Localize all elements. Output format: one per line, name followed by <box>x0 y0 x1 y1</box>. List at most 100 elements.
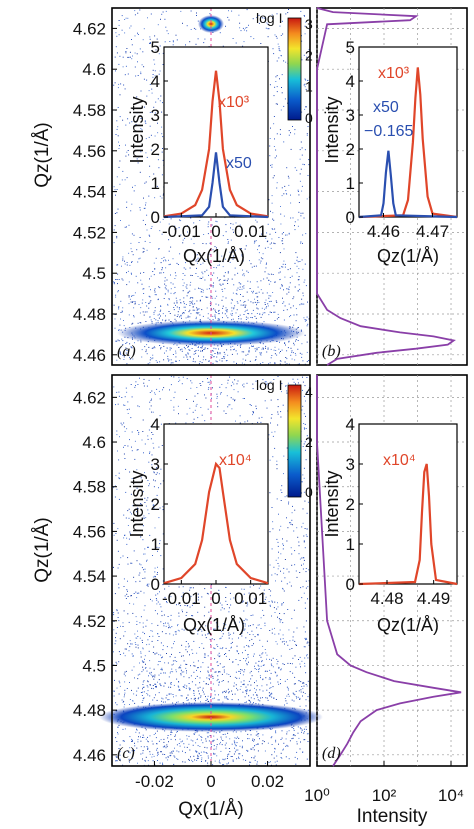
heatmap-pixel <box>137 405 139 407</box>
heatmap-pixel <box>282 638 284 640</box>
heatmap-pixel <box>226 309 228 311</box>
heatmap-pixel <box>301 303 303 305</box>
heatmap-pixel <box>293 734 295 736</box>
heatmap-pixel <box>301 190 303 192</box>
heatmap-pixel <box>305 568 307 569</box>
heatmap-pixel <box>172 283 174 285</box>
heatmap-pixel <box>172 354 174 355</box>
heatmap-pixel <box>140 536 142 538</box>
heatmap-pixel <box>300 10 302 12</box>
heatmap-pixel <box>137 149 139 151</box>
heatmap-pixel <box>241 669 243 671</box>
heatmap-pixel <box>288 503 289 505</box>
heatmap-pixel <box>132 55 133 57</box>
heatmap-pixel <box>302 381 304 383</box>
heatmap-pixel <box>210 587 212 589</box>
heatmap-pixel <box>207 695 209 697</box>
heatmap-pixel <box>153 486 155 488</box>
heatmap-pixel <box>140 503 142 505</box>
heatmap-pixel <box>231 756 233 757</box>
heatmap-pixel <box>199 220 201 221</box>
heatmap-pixel <box>304 428 305 430</box>
heatmap-pixel <box>263 664 265 666</box>
heatmap-pixel <box>217 318 219 320</box>
heatmap-pixel <box>139 322 141 324</box>
heatmap-pixel <box>177 758 179 760</box>
heatmap-pixel <box>135 644 137 645</box>
heatmap-pixel <box>183 301 185 303</box>
heatmap-pixel <box>124 534 126 536</box>
heatmap-pixel <box>265 381 267 383</box>
heatmap-pixel <box>301 526 303 528</box>
heatmap-pixel <box>122 340 124 342</box>
heatmap-pixel <box>297 758 298 760</box>
heatmap-pixel <box>238 756 239 758</box>
heatmap-pixel <box>193 236 195 238</box>
heatmap-pixel <box>216 247 217 249</box>
heatmap-pixel <box>130 272 132 274</box>
heatmap-pixel <box>201 296 203 297</box>
heatmap-pixel <box>258 587 260 589</box>
heatmap-pixel <box>180 302 182 304</box>
heatmap-pixel <box>117 550 119 552</box>
heatmap-pixel <box>292 692 294 694</box>
heatmap-pixel <box>139 377 140 379</box>
heatmap-pixel <box>266 22 268 24</box>
heatmap-pixel <box>293 530 295 532</box>
heatmap-pixel <box>286 568 288 570</box>
heatmap-pixel <box>290 585 292 587</box>
heatmap-pixel <box>241 256 243 257</box>
heatmap-pixel <box>222 307 224 309</box>
heatmap-pixel <box>157 320 159 322</box>
heatmap-pixel <box>270 687 272 688</box>
heatmap-pixel <box>192 615 194 617</box>
heatmap-pixel <box>273 242 275 244</box>
heatmap-pixel <box>286 392 288 394</box>
heatmap-pixel <box>147 585 149 587</box>
heatmap-pixel <box>247 420 249 422</box>
heatmap-pixel <box>149 751 151 753</box>
heatmap-pixel <box>212 285 214 287</box>
heatmap-pixel <box>180 667 182 669</box>
heatmap-pixel <box>207 223 209 225</box>
heatmap-pixel <box>142 288 144 290</box>
heatmap-pixel <box>233 383 235 385</box>
heatmap-pixel <box>249 360 251 362</box>
heatmap-pixel <box>180 664 182 666</box>
heatmap-pixel <box>168 676 170 678</box>
heatmap-pixel <box>188 349 190 351</box>
heatmap-pixel <box>116 430 118 432</box>
heatmap-pixel <box>265 677 267 679</box>
heatmap-pixel <box>132 748 134 750</box>
heatmap-pixel <box>307 680 309 682</box>
heatmap-pixel <box>117 273 119 275</box>
heatmap-pixel <box>230 349 232 351</box>
heatmap-pixel <box>271 632 273 634</box>
heatmap-pixel <box>147 741 149 743</box>
heatmap-pixel <box>297 279 299 281</box>
heatmap-pixel <box>197 276 199 277</box>
heatmap-pixel <box>156 185 158 187</box>
heatmap-pixel <box>144 472 145 474</box>
heatmap-pixel <box>217 678 219 680</box>
heatmap-pixel <box>280 360 282 362</box>
heatmap-pixel <box>188 311 190 313</box>
heatmap-pixel <box>291 699 293 701</box>
heatmap-pixel <box>234 751 236 753</box>
heatmap-pixel <box>218 681 220 683</box>
heatmap-pixel <box>186 25 188 27</box>
heatmap-pixel <box>224 627 226 629</box>
heatmap-c-scatter <box>113 376 310 766</box>
heatmap-pixel <box>247 733 249 735</box>
heatmap-pixel <box>298 363 300 365</box>
heatmap-pixel <box>246 30 248 32</box>
heatmap-pixel <box>114 189 116 191</box>
heatmap-pixel <box>232 349 234 351</box>
heatmap-pixel <box>255 317 257 319</box>
heatmap-pixel <box>283 289 284 291</box>
heatmap-pixel <box>140 503 142 505</box>
heatmap-pixel <box>224 697 226 699</box>
heatmap-pixel <box>253 757 255 759</box>
heatmap-pixel <box>243 646 245 648</box>
heatmap-pixel <box>162 11 164 13</box>
